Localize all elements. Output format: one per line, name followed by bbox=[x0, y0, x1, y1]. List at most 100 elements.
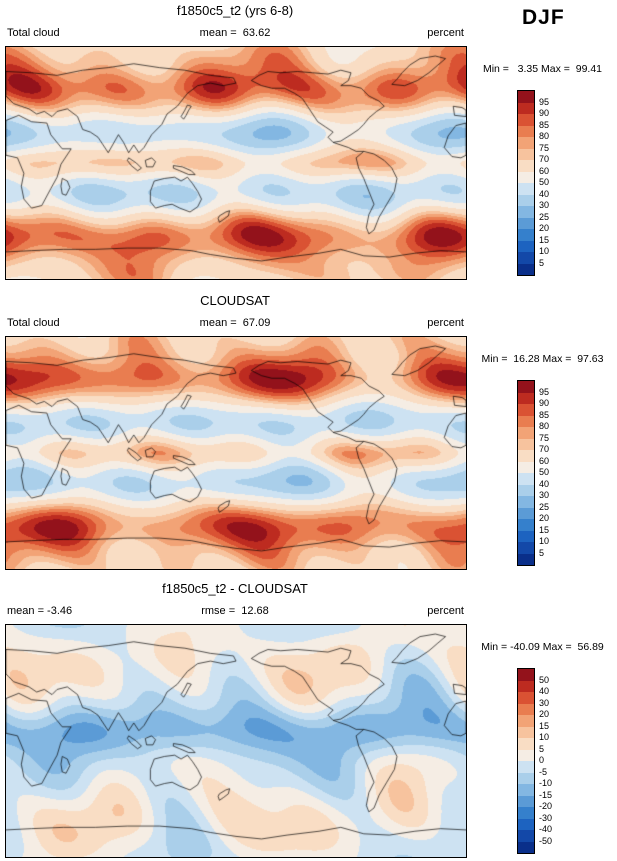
colorbar-tick: -40 bbox=[539, 824, 553, 834]
colorbar-tick: 40 bbox=[539, 188, 550, 199]
colorbar-cell bbox=[518, 125, 534, 137]
colorbar-cell bbox=[518, 91, 534, 103]
colorbar-tick: 50 bbox=[539, 177, 550, 187]
colorbar-tick: -50 bbox=[539, 835, 553, 846]
colorbar-tick: -15 bbox=[539, 789, 553, 800]
colorbar-tick: 5 bbox=[539, 257, 545, 268]
colorbar-ticks: 95 90 85 80 75 70 60 50 40 30 25 20 15 10 5 bbox=[539, 380, 573, 564]
panel-difference: f1850c5_t2 - CLOUDSAT mean = -3.46 rmse … bbox=[0, 578, 617, 861]
mean-label: mean = 67.09 bbox=[199, 317, 271, 329]
colorbar-tick: 95 bbox=[539, 96, 550, 107]
colorbar-tick: 25 bbox=[539, 211, 550, 222]
colorbar-tick: 30 bbox=[539, 697, 550, 708]
colorbar-cell bbox=[518, 392, 534, 404]
colorbar-tick: 80 bbox=[539, 131, 550, 141]
colorbar-cell bbox=[518, 404, 534, 416]
map-canvas bbox=[5, 336, 467, 570]
colorbar-cell bbox=[518, 496, 534, 508]
colorbar-tick: 20 bbox=[539, 513, 550, 523]
colorbar-cell bbox=[518, 692, 534, 704]
colorbar-cell bbox=[518, 841, 534, 853]
colorbar-tick: 15 bbox=[539, 524, 550, 535]
colorbar-tick: 50 bbox=[539, 674, 550, 685]
colorbar-cell bbox=[518, 818, 534, 830]
colorbar-tick: 60 bbox=[539, 455, 550, 466]
colorbar-cell bbox=[518, 553, 534, 565]
colorbar-cell bbox=[518, 830, 534, 842]
units-label: percent bbox=[427, 27, 464, 39]
colorbar-tick: -10 bbox=[539, 778, 553, 788]
colorbar bbox=[517, 380, 535, 566]
minmax-label: Min = 3.35 Max = 99.41 bbox=[482, 63, 603, 75]
colorbar-cell bbox=[518, 217, 534, 229]
panel-title: f1850c5_t2 - CLOUDSAT bbox=[162, 581, 308, 596]
colorbar-tick: 75 bbox=[539, 432, 550, 443]
colorbar-tick: 80 bbox=[539, 421, 550, 431]
colorbar-cell bbox=[518, 114, 534, 126]
colorbar-cell bbox=[518, 772, 534, 784]
colorbar-cell bbox=[518, 761, 534, 773]
panel-model: f1850c5_t2 (yrs 6-8) Total cloud mean = … bbox=[0, 0, 617, 290]
colorbar-tick: 15 bbox=[539, 234, 550, 245]
colorbar-cell bbox=[518, 252, 534, 264]
colorbar-cell bbox=[518, 519, 534, 531]
colorbar-tick: 85 bbox=[539, 409, 550, 420]
colorbar-tick: 30 bbox=[539, 200, 550, 210]
colorbar-cell bbox=[518, 183, 534, 195]
colorbar-tick: 70 bbox=[539, 444, 550, 454]
mean-label: mean = -3.46 bbox=[7, 605, 73, 617]
colorbar-cell bbox=[518, 206, 534, 218]
colorbar-cell bbox=[518, 381, 534, 393]
colorbar-tick: 30 bbox=[539, 490, 550, 500]
colorbar-tick: 10 bbox=[539, 536, 550, 546]
colorbar bbox=[517, 668, 535, 854]
colorbar-cell bbox=[518, 137, 534, 149]
colorbar-tick: 85 bbox=[539, 119, 550, 130]
map-canvas bbox=[5, 624, 467, 858]
colorbar-ticks: 95 90 85 80 75 70 60 50 40 30 25 20 15 10 5 bbox=[539, 90, 573, 274]
colorbar-cell bbox=[518, 703, 534, 715]
units-label: percent bbox=[427, 317, 464, 329]
colorbar-tick: 5 bbox=[539, 547, 545, 558]
colorbar-tick: -30 bbox=[539, 812, 553, 823]
minmax-label: Min = -40.09 Max = 56.89 bbox=[481, 641, 604, 653]
minmax-label: Min = 16.28 Max = 97.63 bbox=[481, 353, 604, 365]
colorbar-tick: 10 bbox=[539, 246, 550, 256]
panel-title: CLOUDSAT bbox=[200, 293, 270, 308]
colorbar-cell bbox=[518, 680, 534, 692]
colorbar-tick: 10 bbox=[539, 732, 550, 742]
colorbar-cell bbox=[518, 507, 534, 519]
colorbar-cell bbox=[518, 784, 534, 796]
colorbar-cell bbox=[518, 738, 534, 750]
colorbar-tick: 25 bbox=[539, 501, 550, 512]
map-canvas bbox=[5, 46, 467, 280]
colorbar-tick: 90 bbox=[539, 398, 550, 408]
colorbar-tick: 0 bbox=[539, 755, 545, 765]
colorbar-cell bbox=[518, 240, 534, 252]
colorbar-ticks: 50 40 30 20 15 10 5 0 -5 -10 -15 -20 -30 -40 -50 bbox=[539, 668, 573, 852]
panel-title: f1850c5_t2 (yrs 6-8) bbox=[176, 3, 294, 18]
colorbar-tick: 75 bbox=[539, 142, 550, 153]
colorbar-tick: 90 bbox=[539, 108, 550, 118]
colorbar-tick: 40 bbox=[539, 686, 550, 696]
colorbar-cell bbox=[518, 427, 534, 439]
colorbar-cell bbox=[518, 726, 534, 738]
colorbar-tick: 20 bbox=[539, 223, 550, 233]
colorbar-tick: 40 bbox=[539, 478, 550, 489]
colorbar-cell bbox=[518, 749, 534, 761]
colorbar-cell bbox=[518, 542, 534, 554]
colorbar-cell bbox=[518, 795, 534, 807]
variable-label: Total cloud bbox=[7, 317, 60, 329]
colorbar-tick: 70 bbox=[539, 154, 550, 164]
mean-label: mean = 63.62 bbox=[199, 27, 271, 39]
colorbar-cell bbox=[518, 473, 534, 485]
colorbar-cell bbox=[518, 160, 534, 172]
units-label: percent bbox=[427, 605, 464, 617]
colorbar-tick: -5 bbox=[539, 766, 548, 777]
colorbar-cell bbox=[518, 102, 534, 114]
rmse-label: rmse = 12.68 bbox=[201, 605, 269, 617]
colorbar-tick: 60 bbox=[539, 165, 550, 176]
colorbar-cell bbox=[518, 484, 534, 496]
colorbar-cell bbox=[518, 415, 534, 427]
